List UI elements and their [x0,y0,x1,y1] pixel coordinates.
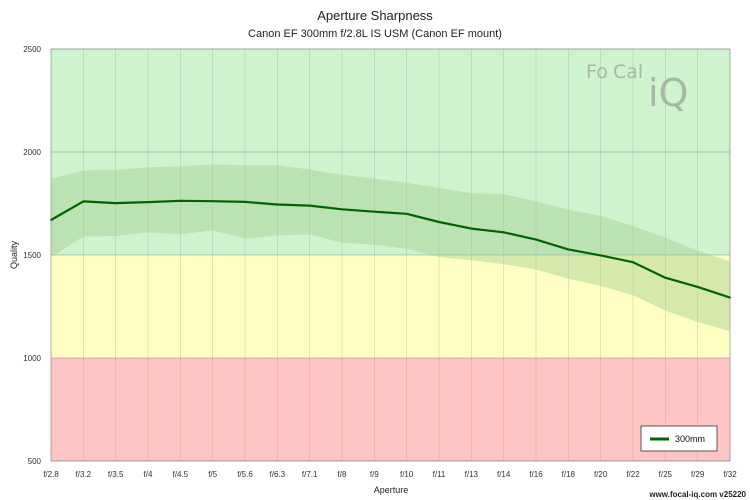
y-tick-label: 500 [28,457,42,466]
data-point [664,276,667,279]
y-tick-label: 1500 [23,251,41,260]
data-point [50,219,52,221]
focal-iq-logo: Fo Cal iQ [586,61,688,115]
data-point [438,221,440,223]
series-line-300mm [50,199,731,299]
quality-range-band [51,164,730,332]
credit-text: www.focal-iq.com v25220 [648,490,746,499]
y-tick-labels: 500 1000 1500 2000 2500 [23,45,41,466]
data-point [373,210,376,213]
y-axis-label: Quality [9,240,19,269]
data-point [599,254,602,257]
grid-lines [50,48,731,462]
data-point [82,200,85,203]
data-point [308,204,311,207]
range-band-300mm [51,164,730,332]
x-tick-label: f/7.1 [302,470,318,479]
data-point [470,227,473,230]
data-point [211,200,214,203]
legend-label-300mm: 300mm [675,434,705,444]
series-group [50,199,731,299]
y-tick-label: 2000 [23,148,41,157]
data-point [632,261,634,264]
x-tick-label: f/11 [433,470,446,479]
x-tick-label: f/3.2 [76,470,92,479]
data-point [147,201,149,203]
data-point [244,200,246,203]
data-point [535,238,537,241]
data-point [179,199,182,202]
logo-text-cal: Cal [613,61,643,83]
y-tick-label: 2500 [23,45,41,54]
x-tick-labels: f/2.8 f/3.2 f/3.5 f/4 f/4.5 f/5 f/5.6 f/6.3 f/7.… [43,470,737,479]
data-point [696,286,699,288]
y-tick-label: 1000 [23,354,41,363]
x-tick-label: f/22 [626,470,640,479]
x-tick-label: f/5 [208,470,217,479]
data-point [114,202,117,204]
data-point [405,212,408,215]
x-tick-label: f/29 [691,470,705,479]
x-tick-label: f/4 [144,470,153,479]
logo-text-fo: Fo [586,61,608,83]
x-tick-label: f/6.3 [270,470,286,479]
x-tick-label: f/8 [338,470,347,479]
x-tick-label: f/25 [659,470,673,479]
x-tick-label: f/20 [594,470,608,479]
chart-subtitle: Canon EF 300mm f/2.8L IS USM (Canon EF m… [248,28,502,40]
x-tick-label: f/9 [370,470,379,479]
zone-1 [51,255,730,358]
plot-frame [50,48,731,462]
x-tick-label: f/10 [400,470,414,479]
data-point [567,248,570,251]
x-tick-label: f/5.6 [237,470,253,479]
x-tick-label: f/2.8 [43,470,59,479]
legend: 300mm [640,425,718,452]
x-axis-label: Aperture [374,485,409,495]
data-point [502,231,505,234]
zone-0 [51,358,730,461]
x-tick-label: f/3.5 [108,470,124,479]
chart-title: Aperture Sharpness [317,8,433,23]
x-tick-label: f/16 [529,470,543,479]
data-point [729,296,731,299]
x-tick-label: f/32 [723,470,737,479]
data-point [341,208,343,211]
x-tick-label: f/13 [465,470,479,479]
x-tick-label: f/14 [497,470,511,479]
data-point [276,203,279,206]
logo-text-iq: iQ [648,71,688,115]
x-tick-label: f/18 [562,470,576,479]
x-tick-label: f/4.5 [173,470,189,479]
